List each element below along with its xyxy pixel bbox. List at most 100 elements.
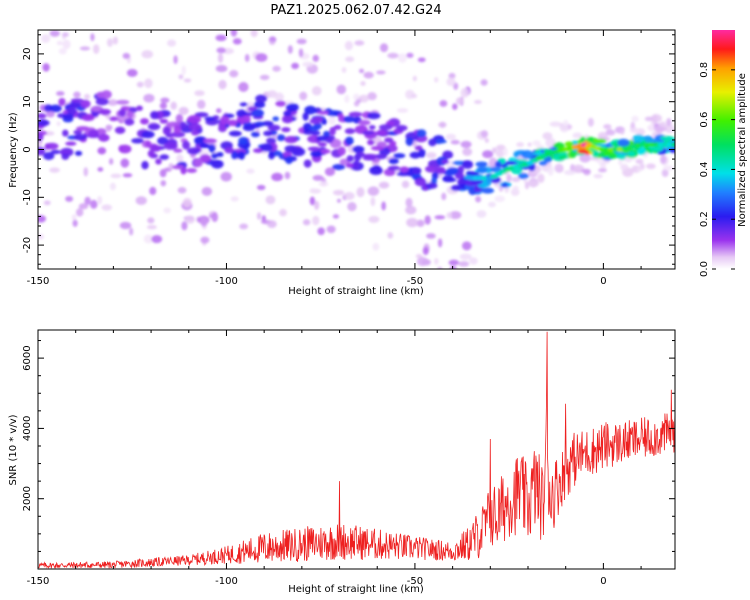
x-tick-label: -50	[407, 576, 423, 587]
spectrogram-cell	[65, 141, 77, 146]
spectrogram-cell	[457, 179, 465, 185]
spectrogram-cell	[513, 151, 520, 158]
spectrogram-cell	[554, 163, 564, 173]
spectrogram-cell	[256, 184, 266, 191]
spectrogram-cell	[660, 135, 675, 141]
spectrogram-cell	[397, 53, 407, 63]
spectrogram-cell	[512, 185, 519, 191]
spectrogram-cell	[309, 125, 320, 132]
spectrogram-cell	[336, 198, 341, 203]
spectrogram-cell	[312, 54, 319, 62]
spectrogram-cell	[337, 146, 346, 156]
spectrogram-cell	[358, 94, 369, 103]
spectrogram-cell	[446, 77, 456, 87]
spectrogram-cell	[368, 125, 376, 130]
spectrogram-cell	[38, 113, 47, 119]
spectrogram-cell	[376, 129, 387, 136]
spectrogram-cell	[333, 124, 342, 130]
spectrogram-cell	[326, 225, 336, 234]
spectrogram-cell	[201, 186, 213, 196]
spectrogram-cell	[46, 110, 55, 118]
spectrogram-cell	[173, 125, 182, 134]
spectrogram-cell	[406, 52, 414, 58]
spectrogram-cell	[122, 52, 130, 60]
spectrogram-cell	[147, 217, 155, 224]
spectrogram-cell	[354, 40, 365, 46]
spectrogram-cell	[38, 215, 46, 223]
spectrogram-cell	[312, 215, 320, 226]
spectrogram-cell	[328, 115, 336, 125]
spectrogram-cell	[241, 115, 251, 123]
spectrogram-cell	[97, 147, 107, 155]
spectrogram-cell	[170, 101, 177, 110]
spectrogram-cell	[253, 101, 266, 109]
spectrogram-cell	[469, 257, 478, 265]
spectrogram-cell	[124, 118, 135, 126]
spectrogram-cell	[175, 114, 184, 123]
spectrogram-cell	[302, 219, 311, 226]
y-tick-label: -20	[22, 237, 33, 253]
spectrogram-cell	[231, 150, 239, 160]
spectrogram-cell	[352, 160, 360, 170]
spectrogram-cell	[143, 234, 154, 244]
spectrogram-cell	[452, 103, 458, 110]
spectrogram-cell	[628, 151, 636, 158]
spectrogram-cell	[272, 65, 281, 72]
spectrogram-cell	[572, 132, 583, 139]
y-tick-label: 0	[22, 146, 33, 152]
spectrogram-cell	[49, 104, 62, 113]
spectrogram-cell	[344, 94, 350, 103]
spectrogram-cell	[448, 72, 456, 79]
spectrogram-cell	[475, 161, 488, 168]
spectrogram-cell	[299, 91, 308, 101]
spectrogram-cell	[75, 126, 90, 131]
spectrogram-cell	[43, 200, 51, 206]
spectrogram-cell	[454, 172, 465, 180]
spectrogram-cell	[457, 165, 464, 175]
spectrogram-cell	[363, 71, 374, 79]
spectrogram-cell	[662, 165, 674, 171]
spectrogram-cell	[598, 168, 607, 173]
spectrogram-cell	[439, 100, 448, 107]
spectrogram-cell	[344, 128, 356, 135]
spectrogram-cell	[49, 30, 60, 37]
spectrogram-cell	[378, 181, 390, 189]
spectrogram-cell	[412, 75, 417, 82]
spectrogram-cell	[173, 148, 183, 153]
spectrogram-cell	[560, 124, 569, 133]
spectrogram-cell	[56, 91, 65, 96]
spectrogram-cell	[151, 145, 161, 152]
spectrogram-cell	[112, 36, 118, 45]
spectrogram-cell	[417, 57, 426, 63]
spectrogram-cell	[210, 159, 224, 169]
colorbar-gradient	[712, 30, 735, 269]
x-tick-label: 0	[600, 576, 606, 587]
spectrogram-cell	[173, 55, 178, 64]
spectrogram-cell	[187, 115, 202, 124]
spectrogram-cell	[144, 78, 153, 89]
spectrogram-cell	[510, 188, 520, 196]
spectrogram-cell	[495, 150, 505, 158]
spectrogram-cell	[261, 120, 274, 127]
spectrogram-cell	[414, 145, 423, 151]
spectrogram-cell	[449, 211, 462, 220]
spectrogram-cell	[353, 93, 360, 101]
spectrogram-cell	[230, 196, 239, 202]
spectrogram-cell	[122, 173, 133, 178]
spectrogram-cell	[56, 121, 61, 127]
spectrogram-cell	[480, 79, 488, 86]
spectrogram-cell	[460, 87, 470, 98]
spectrogram-cell	[460, 140, 472, 148]
y-tick-label: -10	[22, 189, 33, 205]
spectrogram-cell	[215, 34, 227, 42]
spectrogram-cell	[336, 84, 347, 95]
spectrogram-cell	[146, 224, 157, 230]
snr-y-axis-label: SNR (10 * v/v)	[8, 414, 19, 485]
spectrogram-cell	[246, 168, 255, 174]
spectrogram-cell	[114, 126, 126, 134]
spectrogram-cell	[159, 102, 167, 110]
spectrogram-cell	[155, 158, 162, 165]
spectrogram-cell	[84, 196, 91, 206]
spectrogram-cell	[646, 163, 656, 170]
spectrogram-cell	[97, 167, 104, 172]
